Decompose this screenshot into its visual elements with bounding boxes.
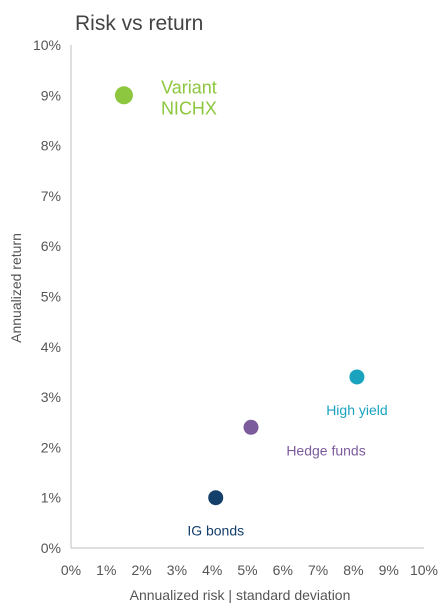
y-axis-label: Annualized return [8, 233, 24, 343]
y-tick-label: 10% [33, 37, 61, 53]
y-tick-label: 7% [41, 188, 61, 204]
data-point [114, 86, 133, 105]
data-points [114, 86, 365, 506]
y-tick-label: 5% [41, 289, 61, 305]
y-tick-label: 4% [41, 339, 61, 355]
y-tick-label: 6% [41, 238, 61, 254]
x-tick-label: 0% [61, 562, 81, 578]
data-point [349, 369, 365, 385]
x-tick-label: 3% [167, 562, 187, 578]
data-point [243, 419, 259, 435]
data-point [208, 490, 224, 506]
point-label: Hedge funds [286, 442, 365, 458]
x-tick-label: 6% [273, 562, 293, 578]
x-tick-label: 10% [410, 562, 438, 578]
y-tick-label: 9% [41, 87, 61, 103]
x-tick-label: 7% [308, 562, 328, 578]
chart-title: Risk vs return [75, 12, 203, 35]
point-label: IG bonds [187, 523, 244, 539]
x-tick-label: 4% [202, 562, 222, 578]
x-tick-labels: 0% 1% 2% 3% 4% 5% 6% 7% 8% 9% 10% [61, 562, 438, 578]
y-tick-label: 3% [41, 389, 61, 405]
y-tick-label: 0% [41, 540, 61, 556]
x-tick-label: 5% [237, 562, 257, 578]
y-tick-labels: 0% 1% 2% 3% 4% 5% 6% 7% 8% 9% 10% [33, 37, 61, 556]
point-labels: IG bonds Hedge funds High yield VariantNICH… [161, 77, 388, 538]
point-label: High yield [326, 402, 387, 418]
x-tick-label: 1% [96, 562, 116, 578]
x-axis-label: Annualized risk | standard deviation [130, 587, 351, 603]
x-tick-label: 8% [343, 562, 363, 578]
point-label: Variant [161, 77, 217, 97]
y-tick-label: 2% [41, 439, 61, 455]
x-tick-label: 9% [379, 562, 399, 578]
x-tick-label: 2% [131, 562, 151, 578]
point-label: NICHX [161, 98, 217, 118]
y-tick-label: 1% [41, 490, 61, 506]
y-tick-label: 8% [41, 138, 61, 154]
